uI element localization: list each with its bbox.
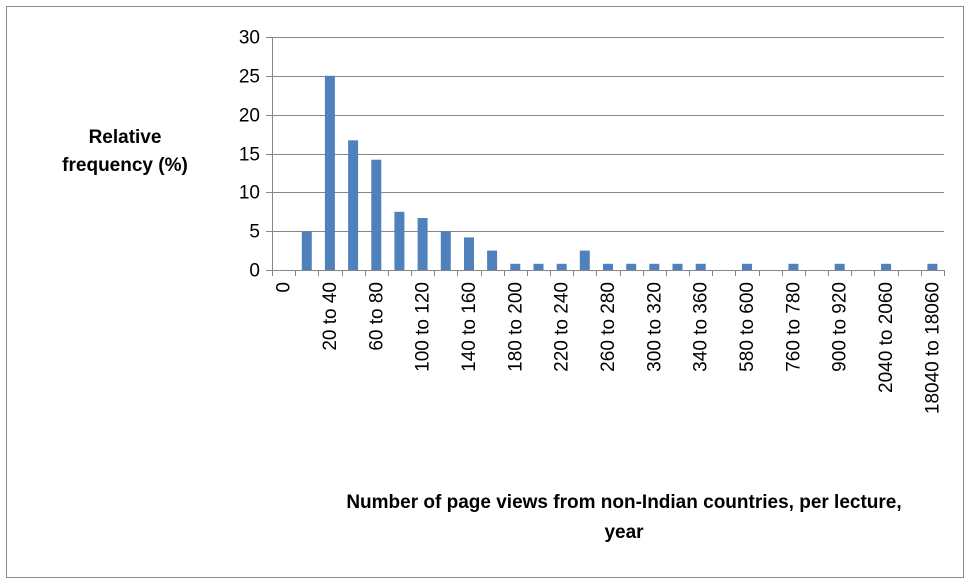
bar-10	[533, 263, 544, 270]
bar-7	[464, 237, 474, 270]
bar-11	[556, 263, 567, 270]
y-tick-label: 25	[239, 67, 260, 88]
x-tick-label: 140 to 160	[459, 282, 480, 372]
bar-19	[788, 263, 799, 270]
bar-9	[510, 263, 521, 270]
x-tick-label: 180 to 200	[505, 282, 526, 372]
x-tick-label: 100 to 120	[413, 282, 434, 372]
x-axis-label: Number of page views from non-Indian cou…	[274, 488, 972, 548]
bar-2	[348, 140, 359, 270]
bar-18	[742, 263, 752, 270]
x-tick-label: 900 to 920	[830, 282, 851, 372]
x-tick-label: 60 to 80	[366, 282, 387, 351]
bar-22	[927, 263, 938, 270]
gridlines	[272, 37, 944, 232]
x-tick-label: 2040 to 2060	[876, 282, 897, 393]
bar-0	[301, 231, 312, 270]
x-tick-label: 220 to 240	[552, 282, 573, 372]
y-tick-label: 30	[239, 28, 260, 49]
x-tick-label: 18040 to 18060	[922, 282, 943, 414]
bar-12	[579, 250, 590, 270]
bar-4	[394, 211, 405, 271]
bar-21	[881, 263, 892, 270]
y-axis-label: Relative frequency (%)	[40, 124, 210, 180]
x-axis-ticks: 0 20 to 40 60 to 80 100 to 120 140 to 160 180…	[274, 282, 944, 414]
y-tick-label: 5	[249, 222, 260, 243]
y-axis-label-line-1: Relative	[88, 127, 162, 148]
y-axis-label-line-2: frequency (%)	[62, 155, 188, 176]
x-tick-label: 340 to 360	[691, 282, 712, 372]
y-tick-label: 0	[249, 261, 260, 282]
x-tick-label: 260 to 280	[598, 282, 619, 372]
x-axis	[272, 37, 945, 276]
bar-17	[695, 263, 706, 270]
x-axis-label-line-2: year	[604, 522, 644, 543]
x-axis-label-line-1: Number of page views from non-Indian cou…	[346, 492, 902, 513]
x-tick-label: 760 to 780	[783, 282, 804, 372]
bar-14	[626, 263, 637, 270]
chart-frame	[6, 6, 964, 578]
x-tick-label: 20 to 40	[320, 282, 341, 351]
bar-3	[371, 159, 382, 270]
y-tick-label: 10	[239, 183, 260, 204]
x-tick-label: 0	[274, 282, 295, 293]
x-tick-label: 300 to 320	[644, 282, 665, 372]
bar-6	[440, 231, 451, 270]
bar-16	[672, 263, 683, 270]
bar-13	[603, 263, 613, 270]
x-tick-label: 580 to 600	[737, 282, 758, 372]
bars	[301, 75, 938, 271]
bar-5	[417, 218, 428, 270]
y-tick-label: 15	[239, 145, 260, 166]
bar-15	[649, 263, 660, 270]
y-tick-label: 20	[239, 106, 260, 127]
bar-1	[324, 75, 335, 270]
bar-20	[834, 263, 845, 270]
y-axis-ticks: 0 5 10 15 20 25 30	[239, 28, 272, 282]
bar-8	[487, 250, 498, 270]
